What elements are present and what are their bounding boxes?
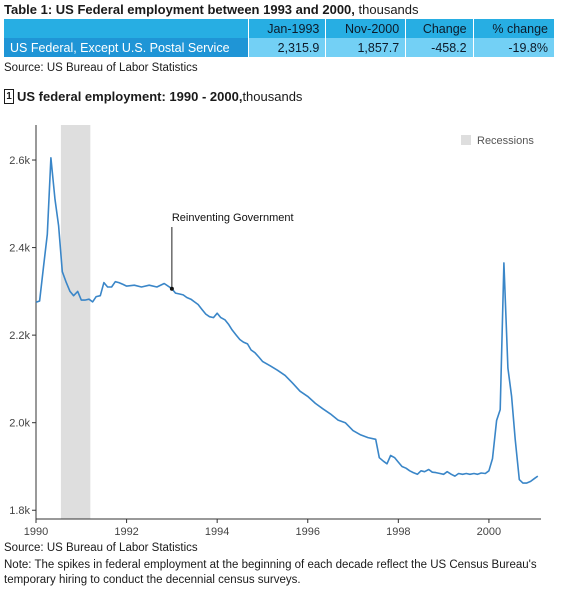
table-cell-nov2000: 1,857.7 bbox=[325, 38, 406, 57]
y-tick-label: 1.8k bbox=[9, 505, 30, 517]
chart-number-badge: 1 bbox=[4, 89, 14, 104]
table-row-label: US Federal, Except U.S. Postal Service bbox=[4, 38, 249, 57]
chart-title-unit: thousands bbox=[242, 89, 303, 104]
x-tick-label: 1998 bbox=[386, 526, 410, 538]
table-header-blank bbox=[4, 19, 249, 38]
x-tick-label: 1990 bbox=[24, 526, 48, 538]
table-row: US Federal, Except U.S. Postal Service 2… bbox=[4, 38, 554, 57]
recession-shading-layer bbox=[60, 125, 91, 519]
annotation-point bbox=[169, 286, 174, 291]
table-header-row: Jan-1993 Nov-2000 Change % change bbox=[4, 19, 554, 38]
legend-swatch-recessions bbox=[461, 135, 471, 145]
employment-line-chart: 1.8k 2.0k 2.2k 2.4k 2.6k 1990 1992 1994 1996 1998… bbox=[9, 125, 541, 538]
series-layer bbox=[35, 156, 539, 484]
footnote: Note: The spikes in federal employment a… bbox=[4, 559, 537, 586]
axes-layer: 1.8k 2.0k 2.2k 2.4k 2.6k 1990 1992 1994 1996 1998… bbox=[9, 125, 541, 538]
table-cell-pct-change: -19.8% bbox=[472, 38, 554, 57]
y-tick-label: 2.4k bbox=[9, 243, 30, 255]
table-header-change: Change bbox=[405, 19, 474, 38]
table-source: Source: US Bureau of Labor Statistics bbox=[4, 62, 198, 74]
series-line-0 bbox=[35, 156, 539, 484]
table-cell-jan1993: 2,315.9 bbox=[247, 38, 326, 57]
table-title-unit: thousands bbox=[354, 2, 419, 17]
x-tick-label: 1992 bbox=[114, 526, 138, 538]
legend-label-recessions: Recessions bbox=[477, 135, 534, 147]
annotation-label: Reinventing Government bbox=[172, 212, 294, 224]
y-tick-label: 2.6k bbox=[9, 155, 30, 167]
table-header-pct-change: % change bbox=[472, 19, 554, 38]
x-tick-label: 1994 bbox=[205, 526, 229, 538]
legend-layer: Recessions bbox=[461, 135, 534, 147]
table-cell-change: -458.2 bbox=[405, 38, 474, 57]
chart-title: 1 US federal employment: 1990 - 2000, tho… bbox=[4, 89, 302, 104]
x-tick-label: 2000 bbox=[477, 526, 501, 538]
chart-title-main: US federal employment: 1990 - 2000, bbox=[17, 89, 243, 104]
chart-source: Source: US Bureau of Labor Statistics bbox=[4, 542, 198, 554]
table-title: Table 1: US Federal employment between 1… bbox=[4, 2, 419, 17]
x-tick-label: 1996 bbox=[296, 526, 320, 538]
table-header-nov2000: Nov-2000 bbox=[325, 19, 406, 38]
recession-band-0 bbox=[60, 125, 91, 519]
employment-table: Jan-1993 Nov-2000 Change % change US Fed… bbox=[4, 19, 554, 57]
y-tick-label: 2.0k bbox=[9, 418, 30, 430]
y-tick-label: 2.2k bbox=[9, 330, 30, 342]
annotation-layer: Reinventing Government bbox=[169, 212, 294, 291]
table-title-main: Table 1: US Federal employment between 1… bbox=[4, 2, 355, 17]
table-header-jan1993: Jan-1993 bbox=[247, 19, 326, 38]
